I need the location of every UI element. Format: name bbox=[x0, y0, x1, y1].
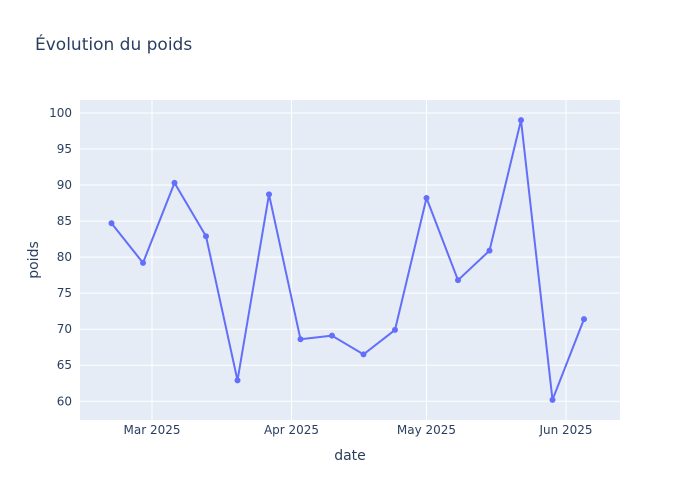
data-point[interactable] bbox=[581, 316, 587, 323]
y-tick-label: 75 bbox=[57, 286, 72, 300]
y-tick-label: 85 bbox=[57, 214, 72, 228]
data-point[interactable] bbox=[392, 326, 398, 333]
x-tick-label: Apr 2025 bbox=[264, 423, 319, 437]
x-axis-label: date bbox=[334, 448, 366, 464]
series-layer bbox=[108, 117, 587, 403]
data-point[interactable] bbox=[518, 117, 524, 124]
data-point[interactable] bbox=[203, 233, 209, 240]
y-tick-label: 100 bbox=[49, 106, 72, 120]
data-point[interactable] bbox=[140, 259, 146, 266]
x-tick-labels: Mar 2025 Apr 2025 May 2025 Jun 2025 bbox=[124, 423, 593, 437]
chart-title: Évolution du poids bbox=[35, 33, 192, 55]
data-point[interactable] bbox=[329, 332, 335, 339]
data-point[interactable] bbox=[266, 191, 272, 198]
data-point[interactable] bbox=[360, 351, 367, 358]
x-tick-label: Mar 2025 bbox=[124, 423, 181, 437]
data-point[interactable] bbox=[108, 220, 115, 227]
y-tick-labels: 60 65 70 75 80 85 90 95 100 bbox=[49, 106, 72, 408]
data-point[interactable] bbox=[171, 179, 178, 186]
x-tick-label: May 2025 bbox=[397, 423, 456, 437]
y-tick-label: 95 bbox=[57, 142, 72, 156]
y-tick-label: 65 bbox=[57, 358, 72, 372]
data-point[interactable] bbox=[455, 277, 461, 284]
data-point[interactable] bbox=[423, 195, 430, 202]
series-line bbox=[110, 119, 585, 401]
x-tick-label: Jun 2025 bbox=[538, 423, 592, 437]
y-tick-label: 90 bbox=[57, 178, 72, 192]
data-point[interactable] bbox=[549, 396, 556, 403]
plot-area bbox=[80, 100, 620, 420]
data-point[interactable] bbox=[297, 336, 304, 343]
y-tick-label: 80 bbox=[57, 250, 72, 264]
data-point[interactable] bbox=[486, 247, 493, 254]
y-tick-label: 70 bbox=[57, 322, 72, 336]
y-tick-label: 60 bbox=[57, 394, 72, 408]
y-axis-label: poids bbox=[26, 241, 42, 279]
data-point[interactable] bbox=[234, 377, 241, 384]
